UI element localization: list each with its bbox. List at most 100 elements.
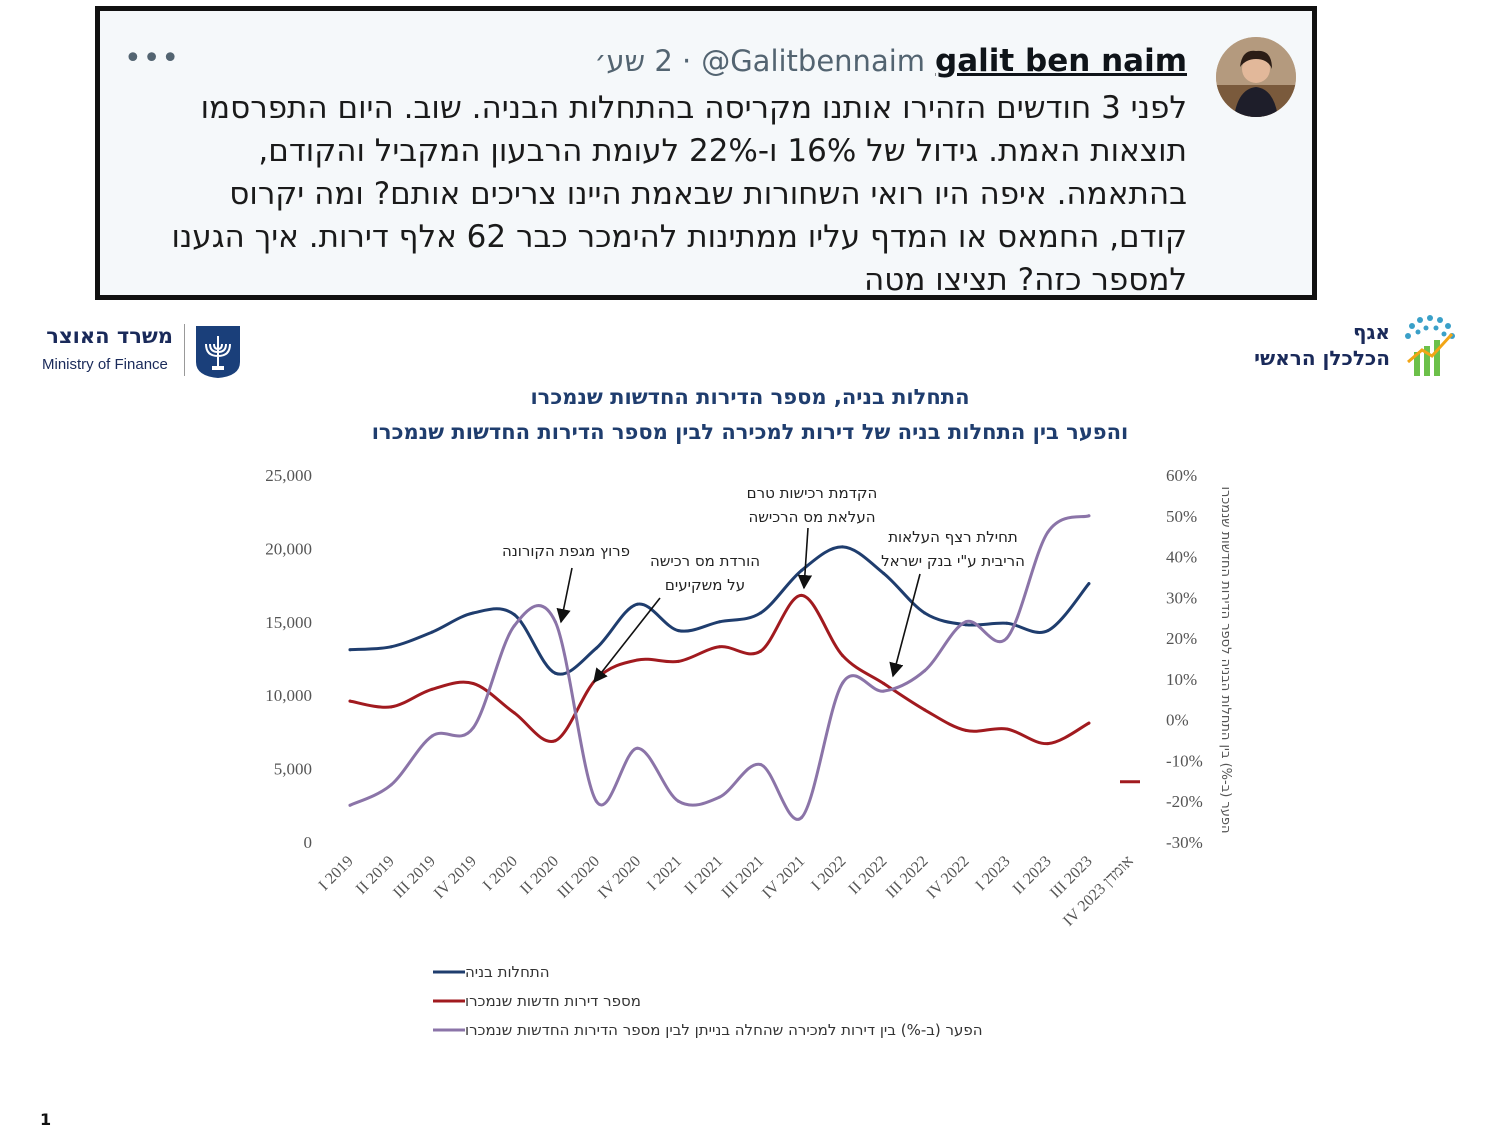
x-axis-tick-label: I 2019: [316, 853, 357, 894]
data-point: [348, 803, 352, 807]
x-axis-tick-label: III 2022: [883, 853, 932, 902]
right-axis: -30% -20% -10% 0% 10% 20% 30% 40% 50% 60%: [1166, 466, 1203, 852]
data-point: [389, 645, 393, 649]
x-axis-tick-label: I 2023: [972, 853, 1013, 894]
data-point: [348, 699, 352, 703]
data-point: [676, 629, 680, 633]
data-point: [512, 711, 516, 715]
data-point: [841, 545, 845, 549]
data-point: [1005, 621, 1009, 625]
left-axis-tick-label: 20,000: [265, 539, 312, 558]
data-point: [512, 613, 516, 616]
data-point: [1087, 721, 1091, 725]
data-point: [841, 681, 845, 685]
data-point: [882, 689, 886, 693]
data-point: [1005, 727, 1009, 731]
tweet-text: לפני 3 חודשים הזהירו אותנו מקריסה בהתחלו…: [107, 87, 1187, 302]
tweet-text-line: קודם, החמאס או המדף עליו ממתינות להימכר …: [171, 219, 1187, 255]
x-axis-tick-label: IV 2021: [759, 853, 808, 902]
more-options-icon[interactable]: •••: [124, 41, 181, 76]
annotation-arrow: [556, 567, 573, 624]
page-number: 1: [40, 1110, 52, 1129]
data-point: [430, 734, 434, 738]
x-axis-tick-label: IV 2020: [595, 853, 644, 902]
series-layer: [348, 514, 1140, 821]
author-name[interactable]: galit ben naim: [935, 43, 1187, 79]
tweet-text-line: בהתאמה. איפה היו רואי השחורות שבאמת היינ…: [229, 176, 1187, 212]
x-axis-tick-label: I 2021: [644, 853, 685, 894]
chart-subtitle: והפער בין התחלות בניה של דירות למכירה לב…: [371, 420, 1129, 444]
data-point: [718, 795, 721, 799]
data-point: [759, 649, 762, 653]
data-point: [759, 763, 762, 766]
right-axis-tick-label: 30%: [1166, 588, 1197, 607]
data-point: [430, 687, 434, 691]
state-emblem-icon: [196, 326, 240, 378]
tweet-text-line: לפני 3 חודשים הזהירו אותנו מקריסה בהתחלו…: [200, 90, 1187, 126]
right-axis-tick-label: -10%: [1166, 751, 1203, 770]
legend: התחלות בניה מספר דירות חדשות שנמכרו הפער (…: [433, 963, 983, 1039]
data-point: [882, 571, 886, 575]
ministry-name-hebrew: משרד האוצר: [46, 324, 173, 348]
right-axis-tick-label: -20%: [1166, 792, 1203, 811]
data-point: [800, 568, 804, 572]
annotation-label: תחילת רצף העלאות: [888, 528, 1018, 546]
annotations: פרוץ מגפת הקורונה הורדת מס רכישה על משקיעי…: [502, 484, 1025, 684]
data-point: [676, 799, 680, 803]
legend-item-new-apartments-sold-label: מספר דירות חדשות שנמכרו: [465, 992, 641, 1010]
data-point: [348, 648, 352, 652]
annotation-arrow: [889, 573, 921, 678]
x-axis-tick-label: I 2022: [808, 853, 849, 894]
legend-item-gap-percent-label: הפער (ב-%) בין דירות למכירה שהחלה בנייתן…: [465, 1021, 983, 1039]
left-axis-tick-label: 0: [304, 833, 313, 852]
left-axis-tick-label: 15,000: [265, 613, 312, 632]
x-axis-tick-label: III 2020: [554, 853, 603, 902]
data-point: [718, 620, 721, 624]
data-point: [635, 602, 639, 606]
data-point: [1046, 742, 1050, 746]
annotation-label: פרוץ מגפת הקורונה: [502, 542, 630, 560]
left-axis: 0 5,000 10,000 15,000 20,000 25,000: [265, 466, 312, 852]
data-point: [841, 654, 845, 658]
left-axis-tick-label: 5,000: [274, 760, 312, 779]
data-point: [882, 682, 886, 685]
tweet-time[interactable]: · 2 שע׳: [594, 44, 692, 78]
right-axis-title: הפער (ב-%) בין התחלות הבניה לספר הדירות …: [1218, 486, 1233, 833]
annotation-label: הקדמת רכישות טרם: [747, 484, 878, 502]
data-point: [923, 611, 927, 615]
tweet-header: galit ben naim @Galitbennaim · 2 שע׳: [594, 39, 1187, 83]
left-axis-tick-label: 25,000: [265, 466, 312, 485]
data-point: [964, 620, 968, 624]
chief-economist-logo: אגף הכלכלן הראשי: [1220, 312, 1460, 384]
data-point: [718, 645, 721, 649]
data-point: [635, 746, 639, 750]
data-point: [512, 624, 516, 628]
data-point: [1046, 629, 1050, 633]
ministry-of-finance-logo: משרד האוצר Ministry of Finance: [38, 322, 248, 382]
avatar-photo-icon: [1216, 37, 1296, 117]
avatar[interactable]: [1216, 37, 1296, 117]
right-axis-tick-label: 0%: [1166, 711, 1189, 730]
annotation-label: הריבית ע"י בנק ישראל: [881, 552, 1025, 570]
data-point: [800, 816, 804, 819]
x-axis-tick-label: IV 2019: [431, 853, 480, 902]
right-axis-tick-label: 20%: [1166, 629, 1197, 648]
annotation-label: העלאת מס הרכישה: [748, 508, 875, 526]
data-point: [1087, 582, 1091, 586]
data-point: [1005, 636, 1009, 640]
data-point: [635, 658, 639, 662]
tweet-text-line: למספר כזה? תציצו מטה: [864, 262, 1187, 298]
right-axis-tick-label: 50%: [1166, 507, 1197, 526]
annotation-label: הורדת מס רכישה: [650, 552, 760, 570]
data-point: [430, 630, 434, 634]
author-handle[interactable]: @Galitbennaim: [701, 44, 926, 78]
data-point: [594, 646, 598, 650]
chief-economist-emblem-icon: [1405, 315, 1455, 376]
annotation-arrow: [593, 597, 661, 684]
right-axis-tick-label: 60%: [1166, 466, 1197, 485]
x-axis-tick-label: I 2020: [480, 853, 521, 894]
data-point: [471, 726, 475, 730]
data-point: [800, 593, 804, 597]
